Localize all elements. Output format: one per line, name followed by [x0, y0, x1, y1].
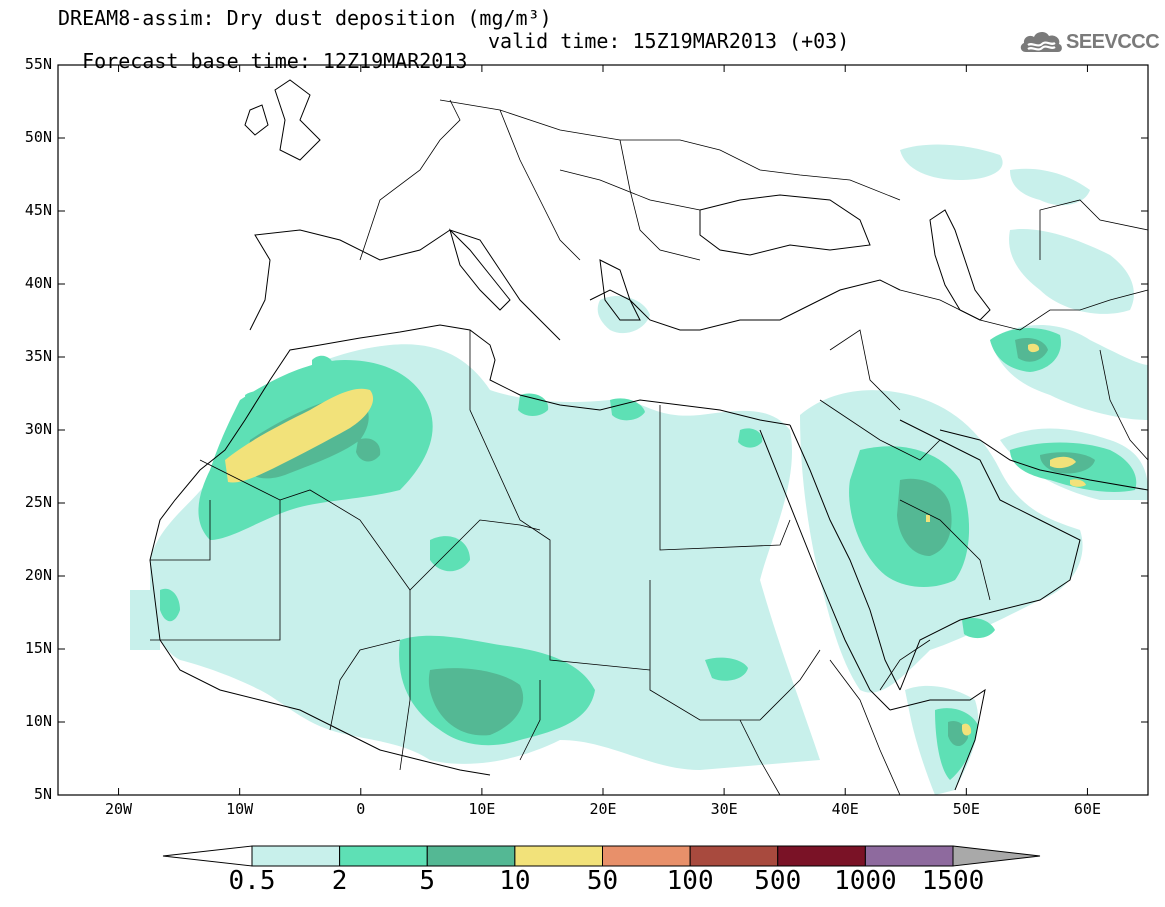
lon-tick-label: 0: [356, 800, 366, 818]
valid-time: valid time: 15Z19MAR2013 (+03): [488, 29, 850, 53]
colorbar-segment: [426, 845, 516, 867]
lat-tick-label: 20N: [24, 566, 52, 584]
lon-tick-label: 50E: [952, 800, 980, 818]
lon-tick-label: 20W: [105, 800, 133, 818]
lat-tick-label: 5N: [33, 785, 52, 803]
colorbar-segment: [251, 845, 341, 867]
forecast-base-time: Forecast base time: 12Z19MAR2013: [82, 49, 468, 73]
colorbar-over-triangle: [952, 845, 1041, 867]
coastlines: [149, 79, 1148, 791]
lat-tick-label: 50N: [24, 128, 52, 146]
dust-fields: [130, 79, 1148, 795]
colorbar-level-label: 100: [666, 866, 714, 896]
lon-tick-label: 40E: [831, 800, 859, 818]
lon-tick-label: 30E: [710, 800, 738, 818]
lat-tick-label: 45N: [24, 201, 52, 219]
lat-tick-label: 35N: [24, 347, 52, 365]
lat-tick-label: 10N: [24, 712, 52, 730]
colorbar-level-label: 500: [754, 866, 802, 896]
colorbar-segment: [339, 845, 428, 867]
lat-tick-label: 55N: [24, 55, 52, 73]
lat-tick-label: 25N: [24, 493, 52, 511]
colorbar-segment: [514, 845, 603, 867]
country-borders: [150, 99, 1148, 795]
lon-tick-label: 20E: [589, 800, 617, 818]
colorbar-level-label: 50: [586, 866, 619, 896]
colorbar-level-label: 0.5: [228, 866, 276, 896]
cloud-logo-icon: [1020, 31, 1062, 52]
colorbar-level-label: 2: [331, 866, 348, 896]
colorbar-level-label: 1500: [921, 866, 985, 896]
lon-tick-label: 10E: [468, 800, 496, 818]
lon-tick-label: 10W: [226, 800, 254, 818]
lat-tick-label: 30N: [24, 420, 52, 438]
logo-text: SEEVCCC: [1066, 31, 1160, 53]
colorbar-segment: [777, 845, 866, 867]
colorbar-under-triangle: [162, 845, 253, 867]
chart-subtitle: Forecast base time: 12Z19MAR2013 valid t…: [58, 31, 849, 91]
dust-level-10: [225, 343, 1086, 736]
colorbar-segment: [602, 845, 691, 867]
colorbar-level-label: 10: [499, 866, 531, 896]
colorbar: [162, 845, 1041, 867]
colorbar-segment: [864, 845, 954, 867]
colorbar-level-label: 1000: [834, 866, 897, 896]
lat-tick-label: 15N: [24, 639, 52, 657]
chart-title: DREAM8-assim: Dry dust deposition (mg/m³…: [58, 6, 552, 30]
lat-tick-label: 40N: [24, 274, 52, 292]
lon-tick-label: 60E: [1073, 800, 1101, 818]
colorbar-segment: [689, 845, 779, 867]
seevccc-logo: SEEVCCC: [1018, 28, 1160, 56]
colorbar-level-label: 5: [419, 866, 436, 896]
